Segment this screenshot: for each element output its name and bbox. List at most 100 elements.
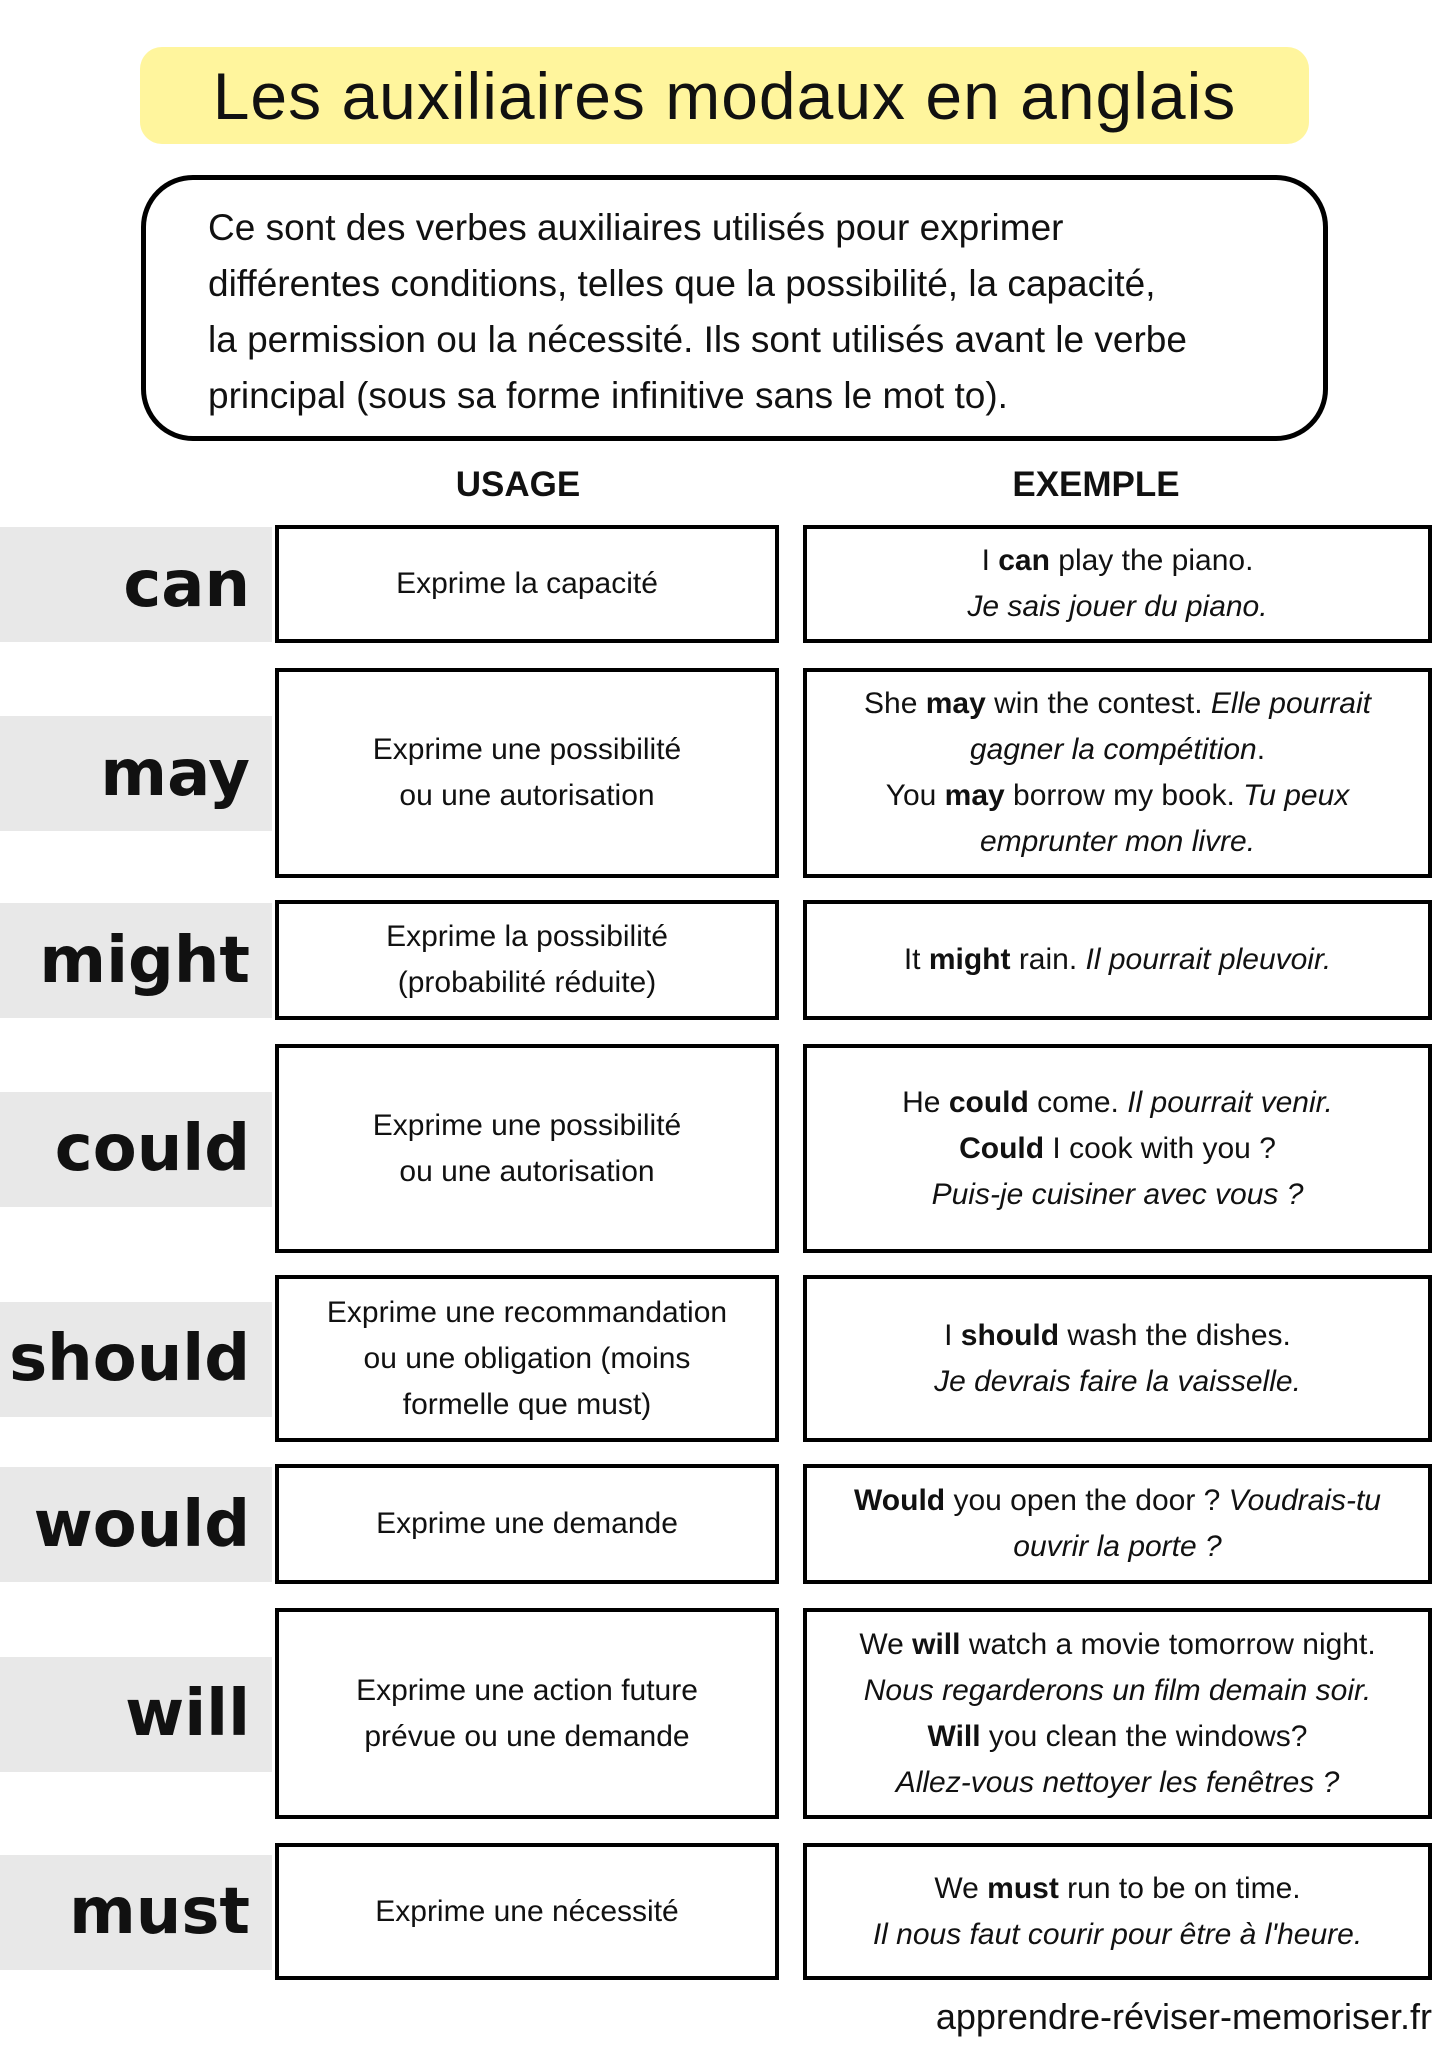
example-cell: We will watch a movie tomorrow night. Nou… bbox=[803, 1608, 1432, 1819]
usage-line: ou une autorisation bbox=[399, 779, 655, 812]
example-line: We must run to be on time. bbox=[934, 1866, 1300, 1912]
french-translation: Nous regarderons un film demain soir. bbox=[863, 1673, 1372, 1707]
example-text: She bbox=[864, 687, 926, 720]
usage-line: Exprime une nécessité bbox=[375, 1894, 679, 1928]
modal-emphasis: Would bbox=[854, 1484, 946, 1517]
example-line: ouvrir la porte ? bbox=[1013, 1524, 1221, 1570]
french-translation: Il nous faut courir pour être à l'heure. bbox=[872, 1917, 1363, 1951]
modal-label-should: should bbox=[0, 1301, 272, 1417]
french-translation: Elle pourrait bbox=[1210, 687, 1371, 720]
example-cell: She may win the contest. Elle pourrait ga… bbox=[803, 668, 1432, 878]
example-line: We will watch a movie tomorrow night. bbox=[859, 1622, 1375, 1668]
example-cell: I can play the piano. Je sais jouer du pi… bbox=[803, 525, 1432, 643]
modal-label-will: will bbox=[0, 1656, 272, 1772]
example-cell: I should wash the dishes. Je devrais fair… bbox=[803, 1275, 1432, 1442]
example-text: play the piano. bbox=[1049, 544, 1254, 577]
page-title: Les auxiliaires modaux en anglais bbox=[140, 47, 1309, 144]
example-text: you clean the windows? bbox=[980, 1719, 1308, 1753]
example-line: She may win the contest. Elle pourrait bbox=[864, 681, 1371, 727]
example-line: You may borrow my book. Tu peux bbox=[886, 773, 1350, 819]
usage-line: Exprime la capacité bbox=[396, 567, 658, 600]
modal-emphasis: Could bbox=[959, 1131, 1045, 1165]
french-translation: emprunter mon livre. bbox=[979, 825, 1256, 858]
example-text: you open the door ? bbox=[945, 1484, 1229, 1517]
modal-label-may: may bbox=[0, 716, 272, 831]
modal-label-would: would bbox=[0, 1467, 272, 1582]
description-line: principal (sous sa forme infinitive sans… bbox=[208, 375, 1008, 416]
modal-emphasis: could bbox=[948, 1085, 1029, 1119]
example-line: Puis-je cuisiner avec vous ? bbox=[932, 1172, 1304, 1218]
modal-label-might: might bbox=[0, 903, 272, 1018]
description-line: différentes conditions, telles que la po… bbox=[208, 263, 1156, 304]
example-line: It might rain. Il pourrait pleuvoir. bbox=[904, 937, 1331, 983]
description-line: la permission ou la nécessité. Ils sont … bbox=[208, 319, 1187, 360]
example-text: It bbox=[903, 943, 929, 976]
modal-emphasis: will bbox=[912, 1627, 961, 1661]
usage-header: USAGE bbox=[455, 465, 581, 504]
usage-cell: Exprime une nécessité bbox=[275, 1843, 779, 1980]
example-text: I cook with you ? bbox=[1044, 1131, 1276, 1165]
french-translation: Je sais jouer du piano. bbox=[967, 590, 1268, 623]
usage-line: Exprime une possibilité bbox=[372, 1108, 682, 1142]
example-line: Nous regarderons un film demain soir. bbox=[864, 1668, 1371, 1714]
example-text: come. bbox=[1028, 1085, 1128, 1119]
example-cell: We must run to be on time. Il nous faut c… bbox=[803, 1843, 1432, 1980]
example-text: run to be on time. bbox=[1058, 1871, 1301, 1905]
example-line: Would you open the door ? Voudrais-tu bbox=[854, 1478, 1381, 1524]
example-text: You bbox=[885, 779, 945, 812]
modal-emphasis: may bbox=[944, 779, 1005, 812]
usage-line: prévue ou une demande bbox=[364, 1719, 690, 1753]
french-translation: ouvrir la porte ? bbox=[1013, 1530, 1222, 1563]
example-text: watch a movie tomorrow night. bbox=[960, 1627, 1376, 1661]
example-line: Allez-vous nettoyer les fenêtres ? bbox=[896, 1760, 1340, 1806]
modal-emphasis: might bbox=[928, 943, 1011, 976]
usage-line: Exprime la possibilité bbox=[386, 920, 668, 953]
example-text: win the contest. bbox=[985, 687, 1211, 720]
example-cell: It might rain. Il pourrait pleuvoir. bbox=[803, 900, 1432, 1020]
example-cell: He could come. Il pourrait venir. Could I… bbox=[803, 1044, 1432, 1253]
french-translation: Voudrais-tu bbox=[1228, 1484, 1381, 1517]
usage-line: Exprime une recommandation bbox=[326, 1295, 728, 1329]
footer-site: apprendre-réviser-memoriser.fr bbox=[935, 1996, 1432, 2037]
modal-emphasis: can bbox=[998, 544, 1050, 577]
modal-label-must: must bbox=[0, 1854, 272, 1970]
usage-line: ou une obligation (moins bbox=[363, 1341, 691, 1375]
usage-line: (probabilité réduite) bbox=[397, 966, 657, 999]
description-box: Ce sont des verbes auxiliaires utilisés … bbox=[141, 175, 1328, 441]
usage-cell: Exprime une recommandation ou une obligat… bbox=[275, 1275, 779, 1442]
usage-cell: Exprime la possibilité (probabilité rédui… bbox=[275, 900, 779, 1020]
example-text: We bbox=[934, 1871, 988, 1905]
usage-cell: Exprime une demande bbox=[275, 1464, 779, 1584]
example-cell: Would you open the door ? Voudrais-tu ouv… bbox=[803, 1464, 1432, 1584]
example-line: Il nous faut courir pour être à l'heure. bbox=[873, 1912, 1362, 1958]
usage-line: ou une autorisation bbox=[399, 1154, 655, 1188]
usage-line: formelle que must) bbox=[402, 1387, 652, 1421]
modal-emphasis: should bbox=[960, 1318, 1060, 1352]
example-line: Will you clean the windows? bbox=[928, 1714, 1308, 1760]
french-translation: Il pourrait pleuvoir. bbox=[1085, 943, 1332, 976]
example-line: emprunter mon livre. bbox=[980, 819, 1255, 865]
modal-label-can: can bbox=[0, 527, 272, 642]
example-line: Could I cook with you ? bbox=[959, 1126, 1276, 1172]
example-line: Je sais jouer du piano. bbox=[967, 584, 1267, 630]
example-line: I should wash the dishes. bbox=[944, 1313, 1291, 1359]
french-translation: Il pourrait venir. bbox=[1127, 1085, 1333, 1119]
usage-cell: Exprime une possibilité ou une autorisati… bbox=[275, 668, 779, 878]
example-text: wash the dishes. bbox=[1059, 1318, 1291, 1352]
example-text: . bbox=[1256, 733, 1266, 766]
example-line: Je devrais faire la vaisselle. bbox=[934, 1359, 1301, 1405]
usage-cell: Exprime une action future prévue ou une d… bbox=[275, 1608, 779, 1819]
example-line: He could come. Il pourrait venir. bbox=[902, 1080, 1333, 1126]
example-text: He bbox=[902, 1085, 949, 1119]
usage-line: Exprime une possibilité bbox=[372, 733, 682, 766]
example-text: I bbox=[944, 1318, 961, 1352]
modal-emphasis: must bbox=[987, 1871, 1059, 1905]
modal-emphasis: Will bbox=[927, 1719, 981, 1753]
french-translation: Je devrais faire la vaisselle. bbox=[934, 1364, 1301, 1398]
french-translation: Allez-vous nettoyer les fenêtres ? bbox=[895, 1765, 1340, 1799]
modal-label-could: could bbox=[0, 1091, 272, 1207]
french-translation: Tu peux bbox=[1243, 779, 1350, 812]
usage-line: Exprime une demande bbox=[376, 1507, 678, 1540]
example-text: We bbox=[859, 1627, 913, 1661]
example-text: rain. bbox=[1010, 943, 1086, 976]
